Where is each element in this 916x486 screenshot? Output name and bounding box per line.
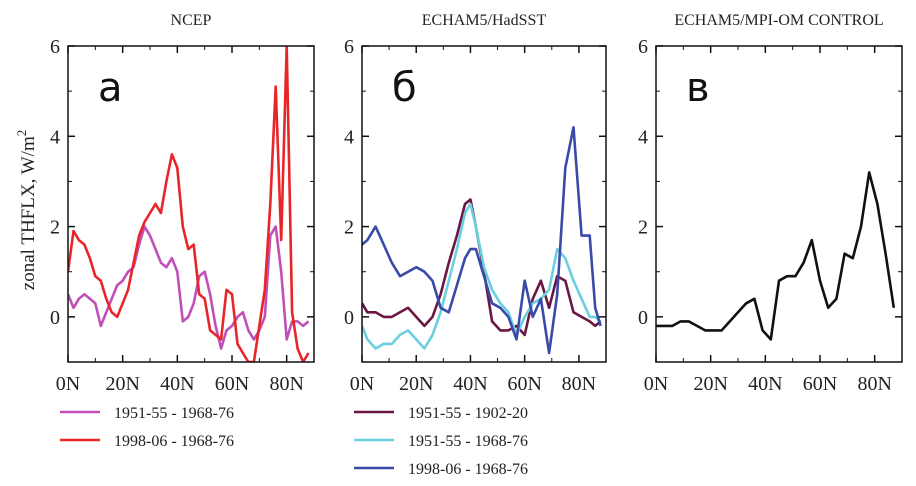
x-tick-label: 80N — [857, 373, 891, 395]
legend-entry: 1998-06 - 1968-76 — [114, 433, 234, 450]
y-axis-label-text: zonal THFLX, W/m — [18, 136, 39, 290]
panel-letter: в — [686, 65, 710, 111]
legend: 1951-55 - 1902-20 1951-55 - 1968-76 1998-0… — [354, 405, 528, 478]
x-tick-label: 60N — [803, 373, 837, 395]
x-tick-label: 60N — [507, 373, 541, 395]
plot-frame — [655, 45, 903, 363]
series-group — [362, 126, 602, 355]
y-tick-label: 4 — [50, 126, 60, 148]
y-tick-label: 6 — [344, 36, 354, 58]
x-tick-label: 60N — [215, 373, 249, 395]
legend-entry: 1951-55 - 1968-76 — [408, 433, 528, 450]
series-line-1 — [68, 225, 310, 350]
plot-frame — [67, 45, 315, 363]
plot-frame — [361, 45, 607, 363]
panel-letter: а — [98, 65, 123, 111]
y-tick-label: 2 — [50, 217, 60, 239]
y-tick-label: 6 — [50, 36, 60, 58]
x-tick-label: 0N — [644, 373, 668, 395]
y-tick-label: 4 — [344, 126, 354, 148]
legend: 1951-55 - 1968-76 1998-06 - 1968-76 — [60, 405, 234, 450]
series-line-3 — [362, 126, 602, 355]
series-line-2 — [68, 46, 310, 362]
x-tick-label: 0N — [56, 373, 80, 395]
y-tick-label: 4 — [638, 126, 648, 148]
x-tick-label: 20N — [105, 373, 139, 395]
x-tick-label: 20N — [693, 373, 727, 395]
y-tick-label: 6 — [638, 36, 648, 58]
x-tick-label: 40N — [453, 373, 487, 395]
panel-title: ECHAM5/MPI-OM CONTROL — [674, 12, 883, 29]
panel-title: ECHAM5/HadSST — [422, 12, 547, 29]
series-group — [656, 171, 896, 341]
y-tick-label: 0 — [50, 307, 60, 329]
legend-entry: 1951-55 - 1968-76 — [114, 405, 234, 422]
x-tick-label: 40N — [160, 373, 194, 395]
x-tick-label: 20N — [399, 373, 433, 395]
y-axis-label-sup: 2 — [14, 130, 29, 137]
x-tick-label: 80N — [562, 373, 596, 395]
x-tick-label: 0N — [350, 373, 374, 395]
y-tick-label: 2 — [344, 217, 354, 239]
series-line-1 — [656, 171, 896, 341]
legend-entry: 1951-55 - 1902-20 — [408, 405, 528, 422]
panel-letter: б — [392, 65, 417, 111]
y-tick-label: 2 — [638, 217, 648, 239]
x-tick-label: 80N — [269, 373, 303, 395]
series-group — [68, 46, 310, 362]
y-tick-label: 0 — [344, 307, 354, 329]
series-line-2 — [362, 202, 602, 350]
panel-title: NCEP — [171, 12, 212, 29]
x-tick-label: 40N — [748, 373, 782, 395]
y-axis-label: zonal THFLX, W/m2 — [14, 130, 39, 290]
y-tick-label: 0 — [638, 307, 648, 329]
legend-entry: 1998-06 - 1968-76 — [408, 461, 528, 478]
